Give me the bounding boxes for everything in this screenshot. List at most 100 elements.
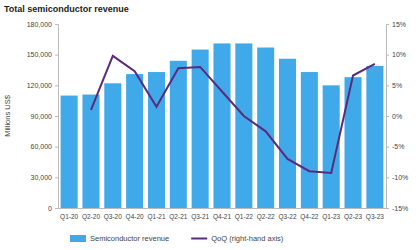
x-tick-label: Q4-21 bbox=[213, 213, 231, 221]
x-tick-label: Q1-20 bbox=[60, 213, 78, 221]
x-tick: Q2-20 bbox=[82, 213, 100, 221]
y-tick: 150,000 bbox=[27, 51, 58, 58]
y-tick: 90,000 bbox=[31, 113, 58, 120]
y-axis: 0 30,000 60,000 90,000 120,000 150,000 180,000 bbox=[27, 21, 59, 212]
y2-tick: 10% bbox=[386, 51, 406, 58]
y-tick-mark bbox=[55, 177, 58, 178]
x-tick-label: Q3-23 bbox=[366, 213, 384, 221]
y2-axis: -15% -10% -5% 0% 5% 10% 15% bbox=[386, 21, 408, 212]
y2-tick-label: 0% bbox=[392, 113, 402, 120]
y2-tick-mark bbox=[386, 147, 389, 148]
y-tick-mark bbox=[55, 147, 58, 148]
y2-tick-label: -15% bbox=[392, 205, 408, 212]
bar bbox=[345, 77, 362, 208]
y-tick-mark bbox=[55, 55, 58, 56]
x-tick-label: Q1-22 bbox=[235, 213, 253, 221]
y-tick-mark bbox=[55, 85, 58, 86]
bar bbox=[148, 72, 165, 208]
x-tick-label: Q2-20 bbox=[82, 213, 100, 221]
x-tick: Q4-20 bbox=[126, 213, 144, 221]
y2-tick-label: 5% bbox=[392, 82, 402, 89]
bar bbox=[366, 66, 383, 208]
bar bbox=[235, 43, 252, 208]
bar bbox=[301, 72, 318, 208]
y2-tick-mark bbox=[386, 55, 389, 56]
y2-tick: -10% bbox=[386, 174, 408, 181]
y2-tick: 15% bbox=[386, 21, 406, 28]
x-tick: Q2-22 bbox=[257, 213, 275, 221]
y-tick-label: 180,000 bbox=[27, 21, 52, 28]
title: Total semiconductor revenue bbox=[4, 4, 129, 14]
y-tick-mark bbox=[55, 208, 58, 209]
legend-item: Semiconductor revenue bbox=[70, 234, 169, 243]
x-tick-label: Q1-23 bbox=[322, 213, 340, 221]
y2-tick-mark bbox=[386, 116, 389, 117]
x-tick: Q1-22 bbox=[235, 213, 253, 221]
line bbox=[91, 56, 375, 173]
y-tick: 120,000 bbox=[27, 82, 58, 89]
y-tick-label: 30,000 bbox=[31, 174, 53, 181]
legend-label: QoQ (right-hand axis) bbox=[211, 234, 284, 243]
bar bbox=[82, 95, 99, 208]
y-tick-label: 150,000 bbox=[27, 51, 52, 58]
y2-tick-mark bbox=[386, 24, 389, 25]
y2-tick-mark bbox=[386, 177, 389, 178]
y-tick-label: 60,000 bbox=[31, 143, 53, 150]
x-tick-label: Q3-22 bbox=[278, 213, 296, 221]
x-tick: Q3-20 bbox=[104, 213, 122, 221]
x-tick: Q2-21 bbox=[169, 213, 187, 221]
y-tick-mark bbox=[55, 116, 58, 117]
y2-tick-label: -10% bbox=[392, 174, 408, 181]
y-tick-label: 120,000 bbox=[27, 82, 52, 89]
bar bbox=[279, 59, 296, 208]
x-tick: Q3-23 bbox=[366, 213, 384, 221]
bar bbox=[61, 96, 78, 208]
legend: Semiconductor revenue QoQ (right-hand axi… bbox=[70, 234, 284, 243]
x-tick-label: Q4-22 bbox=[300, 213, 318, 221]
x-tick-label: Q1-21 bbox=[147, 213, 165, 221]
x-tick: Q3-21 bbox=[191, 213, 209, 221]
y-tick: 60,000 bbox=[31, 143, 58, 150]
y-axis-line bbox=[55, 25, 59, 209]
bar bbox=[126, 74, 143, 208]
x-tick: Q1-23 bbox=[322, 213, 340, 221]
y-tick: 30,000 bbox=[31, 174, 58, 181]
x-tick-label: Q3-21 bbox=[191, 213, 209, 221]
y2-tick-label: 15% bbox=[392, 21, 406, 28]
x-tick-label: Q2-22 bbox=[257, 213, 275, 221]
x-tick: Q4-22 bbox=[300, 213, 318, 221]
y2-tick: -15% bbox=[386, 205, 408, 212]
marks bbox=[61, 43, 384, 208]
bar bbox=[213, 43, 230, 208]
legend-label: Semiconductor revenue bbox=[90, 234, 169, 243]
y-tick-mark bbox=[55, 24, 58, 25]
x-tick-label: Q3-20 bbox=[104, 213, 122, 221]
bar bbox=[104, 83, 121, 208]
bar bbox=[170, 61, 187, 208]
x-tick-label: Q2-21 bbox=[169, 213, 187, 221]
y2-axis-line bbox=[387, 25, 390, 209]
x-tick: Q1-21 bbox=[147, 213, 165, 221]
x-tick: Q4-21 bbox=[213, 213, 231, 221]
y-tick: 180,000 bbox=[27, 21, 58, 28]
x-tick: Q2-23 bbox=[344, 213, 362, 221]
y2-tick-label: -5% bbox=[392, 143, 404, 150]
legend-item: QoQ (right-hand axis) bbox=[191, 234, 284, 243]
y-axis-title: Millions US$ bbox=[3, 94, 12, 137]
y2-tick-label: 10% bbox=[392, 51, 406, 58]
y2-tick: -5% bbox=[386, 143, 404, 150]
legend-swatch bbox=[191, 238, 207, 240]
y2-tick: 0% bbox=[386, 113, 402, 120]
y-tick: 0 bbox=[48, 205, 58, 212]
y-tick-label: 0 bbox=[48, 205, 52, 212]
y2-tick: 5% bbox=[386, 82, 402, 89]
x-tick-label: Q2-23 bbox=[344, 213, 362, 221]
y-tick-label: 90,000 bbox=[31, 113, 53, 120]
legend-swatch bbox=[70, 235, 86, 242]
plot: 0 30,000 60,000 90,000 120,000 150,000 180,000… bbox=[27, 21, 409, 221]
x-axis-line bbox=[59, 208, 387, 209]
x-axis: Q1-20 Q2-20 Q3-20 Q4-20Q1-21 Q2-21 Q3-21 Q4-21… bbox=[59, 209, 387, 221]
x-tick-label: Q4-20 bbox=[126, 213, 144, 221]
x-tick: Q1-20 bbox=[60, 213, 78, 221]
y2-tick-mark bbox=[386, 85, 389, 86]
